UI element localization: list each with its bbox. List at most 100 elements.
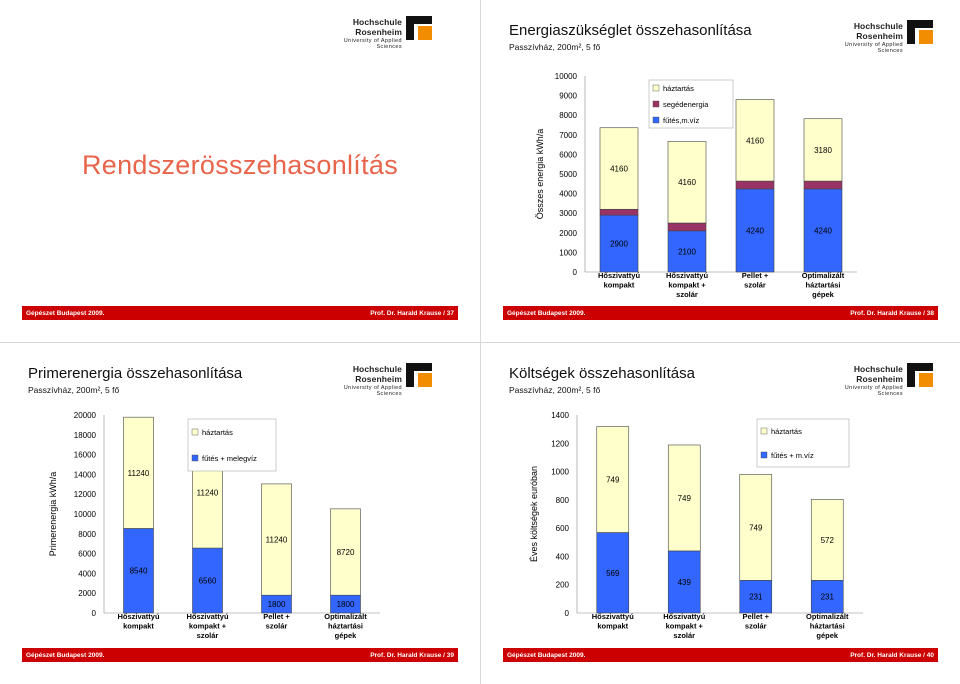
logo-tagline: University of Applied Sciences (343, 38, 402, 50)
rosenheim-logo-icon (907, 363, 933, 387)
data-label: 4160 (746, 136, 764, 145)
y-tick-label: 18000 (74, 431, 97, 440)
slide-title: Primerenergia összehasonlítása (28, 365, 243, 382)
bar-segment (599, 127, 639, 210)
bar-segment (735, 180, 775, 190)
slide-37: Hochschule Rosenheim University of Appli… (0, 0, 480, 342)
data-label: 4160 (610, 165, 628, 174)
data-label: 11240 (197, 488, 219, 497)
legend-box (187, 418, 277, 472)
data-label: 439 (678, 578, 692, 587)
energy-chart: 0 1000 2000 3000 4000 5000 6000 7000 8000 9000 100… (535, 72, 857, 299)
data-label: 11240 (266, 536, 288, 545)
logo-tagline: University of Applied Sciences (343, 385, 402, 397)
data-label: 231 (749, 593, 763, 602)
y-tick-label: 4000 (559, 190, 577, 199)
bar-segment (261, 483, 292, 596)
data-label: 4240 (746, 226, 764, 235)
slide-subtitle: Passzívház, 200m², 5 fő (509, 385, 601, 395)
slide-40: Költségek összehasonlítása Passzívház, 2… (480, 342, 960, 684)
bar-segment (803, 188, 843, 273)
legend-label: háztartás (663, 84, 694, 93)
rosenheim-logo-icon (406, 16, 432, 40)
data-label: 569 (606, 569, 620, 578)
category-label: Hőszivattyú kompakt + szolár (186, 612, 229, 640)
footer-bar: Gépészet Budapest 2009. Prof. Dr. Harald… (22, 648, 458, 662)
data-label: 231 (821, 593, 835, 602)
footer-bar: Gépészet Budapest 2009. Prof. Dr. Harald… (503, 648, 938, 662)
slide-title: Költségek összehasonlítása (509, 365, 695, 382)
bar-segment (596, 426, 630, 533)
y-tick-label: 0 (92, 609, 97, 618)
logo-tagline: University of Applied Sciences (844, 42, 903, 54)
y-axis-title: Primerenergia kWh/a (48, 472, 58, 557)
bar-segment (667, 230, 707, 273)
bar-segment (667, 222, 707, 232)
category-label: Hőszivattyú kompakt + szolár (663, 612, 706, 640)
university-logo: Hochschule Rosenheim University of Appli… (819, 363, 939, 397)
y-tick-label: 5000 (559, 170, 577, 179)
bar-segment (735, 188, 775, 273)
legend-label: fűtés + melegvíz (202, 454, 257, 463)
logo-name: Hochschule Rosenheim (853, 364, 903, 384)
y-tick-label: 16000 (74, 451, 97, 460)
y-tick-label: 10000 (74, 510, 97, 519)
y-tick-label: 1000 (551, 468, 569, 477)
category-label: Optimalizált háztartási gépek (802, 271, 845, 299)
legend-swatch (652, 100, 660, 108)
data-label: 749 (606, 476, 620, 485)
y-tick-label: 200 (556, 581, 570, 590)
category-label: Hőszivattyú kompakt (592, 612, 635, 631)
y-tick-label: 0 (565, 609, 570, 618)
bar-segment (599, 208, 639, 216)
footer-author: Prof. Dr. Harald Krause / 40 (850, 651, 934, 659)
y-tick-label: 4000 (78, 569, 96, 578)
y-tick-label: 10000 (555, 72, 578, 81)
bar-segment (667, 141, 707, 224)
category-label: Optimalizált háztartási gépek (806, 612, 849, 640)
data-label: 2100 (678, 247, 696, 256)
bar-segment (735, 99, 775, 182)
y-tick-label: 9000 (559, 92, 577, 101)
bar-segment (330, 508, 361, 596)
y-tick-label: 400 (556, 552, 570, 561)
legend-swatch (652, 84, 660, 92)
rosenheim-logo-icon (406, 363, 432, 387)
footer-author: Prof. Dr. Harald Krause / 38 (850, 309, 934, 317)
y-axis-title: Éves költségek euróban (529, 466, 539, 562)
data-label: 572 (821, 536, 835, 545)
bar-segment (810, 499, 844, 581)
y-tick-label: 2000 (559, 229, 577, 238)
data-label: 749 (678, 494, 692, 503)
y-tick-label: 3000 (559, 209, 577, 218)
y-tick-label: 20000 (74, 411, 97, 420)
footer-author: Prof. Dr. Harald Krause / 37 (370, 309, 454, 317)
bar-segment (803, 180, 843, 190)
y-tick-label: 6000 (78, 550, 96, 559)
bar-segment (123, 416, 154, 529)
legend-swatch (760, 451, 768, 459)
footer-event: Gépészet Budapest 2009. (507, 309, 586, 317)
slide-subtitle: Passzívház, 200m², 5 fő (28, 385, 120, 395)
y-axis-title: Összes energia kWh/a (535, 129, 545, 220)
data-label: 8720 (337, 548, 355, 557)
bar-segment (596, 532, 630, 614)
legend-box (648, 79, 734, 129)
legend-box (756, 418, 850, 468)
slide-38: Energiaszükséglet összehasonlítása Passz… (480, 0, 960, 342)
slide-39: Primerenergia összehasonlítása Passzívhá… (0, 342, 480, 684)
y-tick-label: 6000 (559, 150, 577, 159)
footer-author: Prof. Dr. Harald Krause / 39 (370, 651, 454, 659)
data-label: 4240 (814, 226, 832, 235)
logo-name: Hochschule Rosenheim (853, 21, 903, 41)
university-logo: Hochschule Rosenheim University of Appli… (318, 363, 438, 397)
y-tick-label: 1000 (559, 248, 577, 257)
category-label: Pellet + szolár (742, 271, 769, 290)
y-tick-label: 12000 (74, 490, 97, 499)
legend-label: háztartás (202, 428, 233, 437)
university-logo: Hochschule Rosenheim University of Appli… (318, 16, 438, 50)
bar-segment (739, 580, 773, 614)
legend-label: segédenergia (663, 100, 709, 109)
y-tick-label: 1400 (551, 411, 569, 420)
bar-segment (803, 118, 843, 182)
